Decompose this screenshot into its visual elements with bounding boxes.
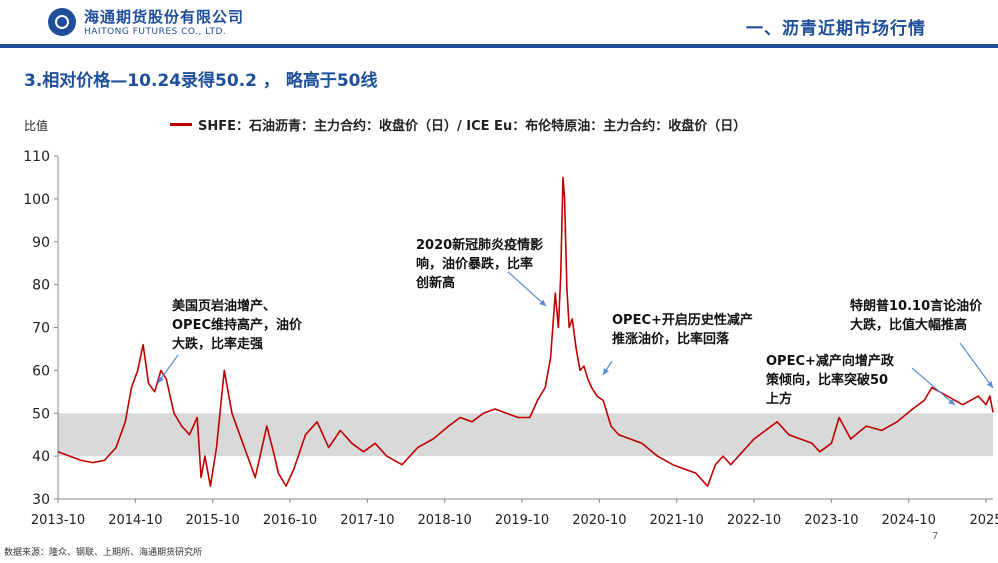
annotation-arrow	[911, 367, 956, 406]
y-tick-label: 40	[32, 449, 50, 465]
x-tick-label: 2019-10	[495, 513, 549, 528]
band-40-50	[58, 413, 993, 457]
x-tick-label: 2016-10	[263, 513, 317, 528]
company-logo-icon	[48, 8, 76, 36]
header-divider	[0, 44, 998, 48]
company-name-cn: 海通期货股份有限公司	[84, 8, 245, 26]
annotation-arrowhead	[603, 368, 609, 375]
y-tick-label: 30	[32, 492, 50, 508]
x-tick-label: 2023-10	[804, 513, 858, 528]
y-tick-label: 50	[32, 406, 50, 422]
x-tick-label: 2013-10	[31, 513, 85, 528]
chart-legend: SHFE：石油沥青：主力合约：收盘价（日）/ ICE Eu：布伦特原油：主力合约…	[170, 115, 746, 134]
legend-label: SHFE：石油沥青：主力合约：收盘价（日）/ ICE Eu：布伦特原油：主力合约…	[198, 119, 747, 134]
annotation-arrowhead	[539, 299, 546, 306]
y-axis-label: 比值	[24, 119, 49, 133]
annotation-opec-increase: OPEC+减产向增产政 策倾向，比率突破50 上方	[766, 354, 894, 407]
x-tick-label: 2015-10	[186, 513, 240, 528]
annotation-arrowhead	[986, 381, 993, 388]
x-tick-label: 2018-10	[418, 513, 472, 528]
y-tick-label: 70	[32, 321, 50, 337]
annotation-trump: 特朗普10.10言论油价 大跌，比值大幅推高	[850, 299, 983, 333]
x-tick-label: 2022-10	[727, 513, 781, 528]
data-source: 数据来源：隆众、钢联、上期所、海通期货研究所	[4, 548, 203, 558]
x-tick-label: 2014-10	[108, 513, 162, 528]
annotation-covid: 2020新冠肺炎疫情影 响，油价暴跌，比率 创新高	[416, 238, 544, 291]
x-tick-label: 2021-10	[650, 513, 704, 528]
slide-title: 3.相对价格—10.24录得50.2 ， 略高于50线	[24, 71, 378, 91]
ratio-line-chart: 30 40 50 60 70 80 90 100 110 2013-10 2014-10 2015-1…	[23, 149, 998, 528]
annotation-shale-oil: 美国页岩油增产、 OPEC维持高产，油价 大跌，比率走强	[172, 299, 303, 352]
x-tick-label: 2024-10	[882, 513, 936, 528]
x-tick-label: 2020-10	[572, 513, 626, 528]
annotation-arrow	[959, 342, 994, 389]
x-tick-label: 2025	[969, 513, 998, 528]
annotation-arrowhead	[948, 398, 955, 405]
annotation-opec-cut: OPEC+开启历史性减产 推涨油价，比率回落	[612, 313, 753, 347]
annotation-arrowhead	[158, 376, 165, 383]
header: 海通期货股份有限公司 HAITONG FUTURES CO., LTD. 一、沥…	[0, 0, 998, 48]
y-tick-label: 90	[32, 235, 50, 251]
x-tick-label: 2017-10	[340, 513, 394, 528]
series-line-ratio	[57, 176, 994, 487]
y-tick-label: 60	[32, 363, 50, 379]
company-name-en: HAITONG FUTURES CO., LTD.	[84, 27, 227, 37]
y-tick-label: 110	[23, 149, 50, 165]
section-title: 一、沥青近期市场行情	[746, 19, 926, 39]
y-tick-label: 100	[23, 192, 50, 208]
y-tick-label: 80	[32, 278, 50, 294]
annotation-arrow	[507, 271, 547, 307]
page-number: 7	[932, 531, 939, 542]
legend-swatch	[170, 123, 192, 126]
